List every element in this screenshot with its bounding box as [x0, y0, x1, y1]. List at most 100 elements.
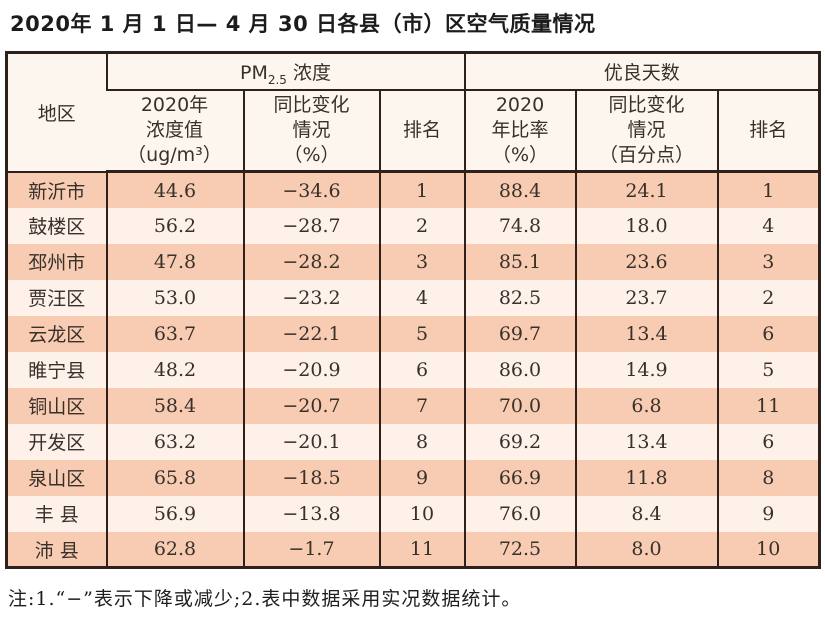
header-days-group: 优良天数: [463, 52, 820, 91]
days-change-cell: 23.7: [574, 279, 718, 316]
days-rank-cell: 4: [716, 207, 820, 244]
header-group-row: 地区 PM2.5 浓度 优良天数: [6, 52, 820, 173]
header-line: （ug/m³）: [127, 144, 222, 167]
days-change-cell: 6.8: [574, 387, 718, 424]
pm-change-cell: −13.8: [242, 495, 380, 532]
days-change-cell: 8.0: [574, 531, 718, 568]
header-line: （%）: [283, 144, 340, 167]
pm-change-cell: −22.1: [242, 315, 380, 352]
days-rate-cell: 69.2: [463, 423, 576, 460]
pm-rank-cell: 10: [378, 495, 465, 532]
pm-value-cell: 62.8: [105, 531, 244, 568]
days-change-cell: 11.8: [574, 459, 718, 496]
pm-change-cell: −34.6: [242, 171, 380, 208]
days-rate-cell: 70.0: [463, 387, 576, 424]
pm-rank-cell: 11: [378, 531, 465, 568]
days-rate-cell: 86.0: [463, 351, 576, 388]
days-rank-cell: 9: [716, 495, 820, 532]
pm-rank-cell: 8: [378, 423, 465, 460]
pm-label-prefix: PM: [240, 62, 268, 85]
days-rate-cell: 74.8: [463, 207, 576, 244]
table-row: 睢宁县 48.2 −20.9 6 86.0 14.9 5: [6, 351, 820, 388]
pm-label-suffix: 浓度: [286, 62, 331, 85]
days-rate-cell: 88.4: [463, 171, 576, 208]
days-rate-cell: 66.9: [463, 459, 576, 496]
header-line: 2020: [495, 93, 545, 116]
header-line: 情况: [292, 119, 331, 141]
days-rank-cell: 3: [716, 243, 820, 280]
days-rate-cell: 69.7: [463, 315, 576, 352]
pm-change-cell: −23.2: [242, 279, 380, 316]
region-cell: 铜山区: [28, 396, 86, 419]
page-title: 2020年 1 月 1 日— 4 月 30 日各县（市）区空气质量情况: [10, 12, 596, 36]
pm-value-cell: 53.0: [105, 279, 244, 316]
header-region: 地区: [6, 52, 107, 173]
days-rate-cell: 72.5: [463, 531, 576, 568]
header-pm-group: PM2.5 浓度: [105, 52, 465, 91]
pm-rank-cell: 6: [378, 351, 465, 388]
pm-change-cell: −28.2: [242, 243, 380, 280]
header-line: 情况: [627, 119, 666, 141]
region-cell: 云龙区: [28, 324, 86, 347]
pm-change-cell: −18.5: [242, 459, 380, 496]
region-cell: 贾汪区: [28, 288, 86, 311]
days-change-cell: 23.6: [574, 243, 718, 280]
table-row: 鼓楼区 56.2 −28.7 2 74.8 18.0 4: [6, 207, 820, 244]
pm-rank-cell: 2: [378, 207, 465, 244]
pm-value-cell: 56.2: [105, 207, 244, 244]
header-line: （%）: [491, 144, 549, 167]
pm-rank-cell: 3: [378, 243, 465, 280]
days-change-cell: 18.0: [574, 207, 718, 244]
pm-rank-cell: 7: [378, 387, 465, 424]
pm-change-cell: −20.9: [242, 351, 380, 388]
region-cell: 沛 县: [34, 539, 79, 562]
pm-value-cell: 44.6: [105, 171, 244, 208]
pm-value-cell: 58.4: [105, 387, 244, 424]
header-pm-rank: 排名: [378, 89, 465, 174]
header-days-rate: 2020 年比率 （%）: [463, 89, 576, 174]
pm-rank-cell: 9: [378, 459, 465, 496]
header-line: 2020年: [140, 93, 209, 116]
days-rank-cell: 11: [716, 387, 820, 424]
table-row: 丰 县 56.9 −13.8 10 76.0 8.4 9: [6, 495, 820, 532]
header-line: （百分点）: [598, 144, 694, 167]
table-row: 泉山区 65.8 −18.5 9 66.9 11.8 8: [6, 459, 820, 496]
days-rank-cell: 10: [716, 531, 820, 568]
pm-rank-cell: 5: [378, 315, 465, 352]
region-cell: 丰 县: [34, 504, 79, 527]
header-line: 同比变化: [608, 93, 685, 116]
days-rank-cell: 2: [716, 279, 820, 316]
header-line: 浓度值: [145, 119, 203, 141]
header-days-change: 同比变化 情况 （百分点）: [574, 89, 718, 174]
header-pm-value: 2020年 浓度值 （ug/m³）: [106, 89, 244, 174]
table-row: 贾汪区 53.0 −23.2 4 82.5 23.7 2: [6, 279, 820, 316]
days-rank-cell: 5: [716, 351, 820, 388]
table-row: 铜山区 58.4 −20.7 7 70.0 6.8 11: [6, 387, 820, 424]
table-row: 新沂市 44.6 −34.6 1 88.4 24.1 1: [6, 171, 820, 208]
pm-rank-cell: 4: [378, 279, 465, 316]
table-row: 沛 县 62.8 −1.7 11 72.5 8.0 10: [6, 531, 820, 568]
days-change-cell: 13.4: [574, 423, 718, 460]
pm-label-subscript: 2.5: [267, 72, 287, 87]
days-rate-cell: 85.1: [463, 243, 576, 280]
days-rate-cell: 76.0: [463, 495, 576, 532]
pm-change-cell: −28.7: [242, 207, 380, 244]
days-change-cell: 14.9: [574, 351, 718, 388]
pm-rank-cell: 1: [378, 171, 465, 208]
region-cell: 泉山区: [28, 468, 86, 491]
pm-change-cell: −1.7: [242, 531, 380, 568]
days-change-cell: 8.4: [574, 495, 718, 532]
air-quality-table: 地区 PM2.5 浓度 优良天数 2020年 浓度值 （ug/m³） 同比变化 …: [5, 51, 821, 570]
header-pm-change: 同比变化 情况 （%）: [242, 89, 380, 174]
region-cell: 邳州市: [28, 252, 86, 275]
header-line: 年比率: [491, 119, 549, 141]
days-change-cell: 24.1: [574, 171, 718, 208]
pm-value-cell: 47.8: [105, 243, 244, 280]
days-rate-cell: 82.5: [463, 279, 576, 316]
days-change-cell: 13.4: [574, 315, 718, 352]
pm-value-cell: 63.7: [105, 315, 244, 352]
region-cell: 鼓楼区: [28, 216, 86, 239]
days-rank-cell: 8: [716, 459, 820, 496]
days-rank-cell: 6: [716, 423, 820, 460]
pm-change-cell: −20.1: [242, 423, 380, 460]
